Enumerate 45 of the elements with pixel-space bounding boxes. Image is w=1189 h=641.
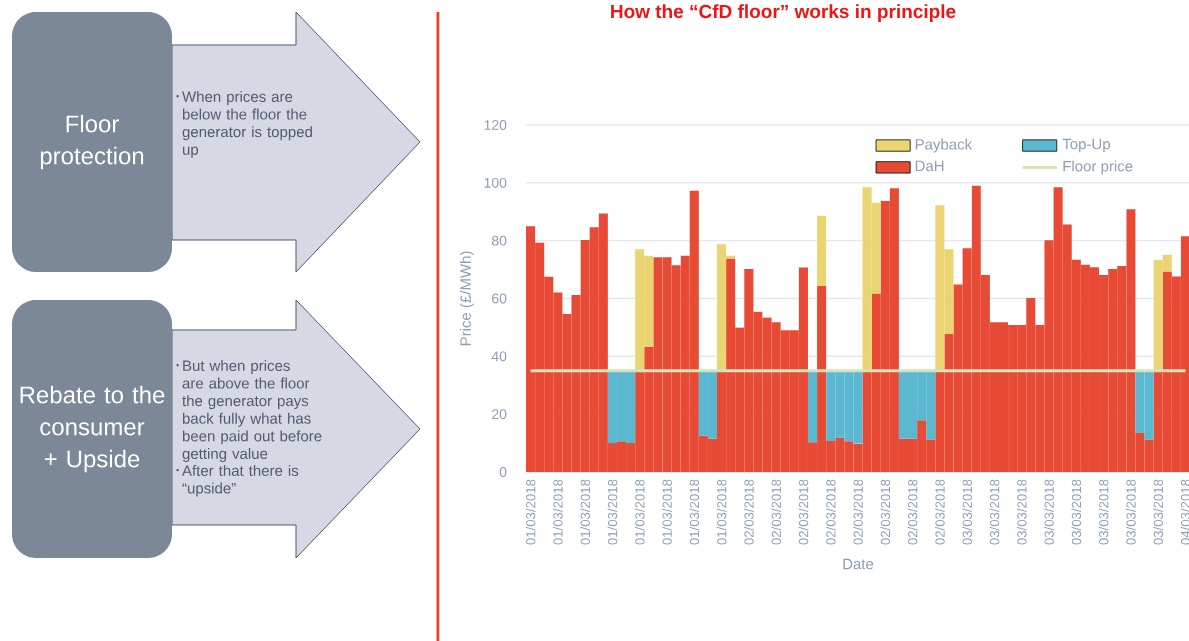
legend-label: Floor price: [1063, 160, 1133, 175]
y-tick-label: 40: [491, 351, 507, 362]
x-tick-label: 01/03/2018: [580, 479, 590, 545]
legend-label: Top-Up: [1062, 138, 1110, 153]
x-tick-label: 03/03/2018: [1126, 479, 1136, 545]
y-tick-label: 120: [484, 120, 507, 130]
text: When prices are below the floor the generator is topped up: [182, 91, 312, 158]
x-tick-label: 03/03/2018: [1071, 479, 1082, 545]
x-tick-label: 02/03/2018: [771, 479, 781, 545]
y-tick-label: 60: [492, 293, 507, 304]
y-tick-label: 100: [484, 177, 507, 188]
y-tick-label: 20: [492, 409, 507, 420]
x-tick-label: 01/03/2018: [662, 479, 672, 545]
text: Rebate to the consumer + Upside: [20, 385, 165, 473]
x-tick-label: 02/03/2018: [798, 479, 809, 545]
x-tick-label: 02/03/2018: [907, 479, 918, 545]
x-tick-label: 03/03/2018: [962, 479, 972, 545]
y-tick-label: 80: [491, 235, 507, 246]
x-tick-label: 01/03/2018: [552, 479, 563, 545]
x-tick-label: 03/03/2018: [1098, 479, 1109, 545]
x-tick-label: 01/03/2018: [716, 479, 727, 545]
legend-label: Payback: [915, 138, 973, 153]
x-tick-label: 03/03/2018: [989, 479, 1000, 545]
text: Floor protection: [40, 114, 144, 170]
y-axis-title: Price (£/MWh): [459, 251, 474, 346]
x-tick-label: 01/03/2018: [525, 479, 536, 545]
x-axis-title: Date: [843, 558, 874, 570]
y-tick-label: 0: [499, 467, 507, 477]
chart-title: How the “CfD floor” works in principle: [611, 4, 956, 22]
x-tick-label: 02/03/2018: [880, 479, 891, 545]
x-tick-label: 02/03/2018: [853, 479, 863, 545]
x-tick-label: 02/03/2018: [935, 479, 945, 545]
text: But when prices are above the floor the generator pays back fully what has been paid out before getting value: [182, 360, 322, 462]
x-tick-label: 03/03/2018: [1016, 479, 1027, 545]
bar: [817, 215, 827, 286]
bar: [807, 370, 818, 443]
x-tick-label: 01/03/2018: [689, 479, 700, 545]
x-tick-label: 02/03/2018: [744, 479, 754, 545]
x-tick-label: 03/03/2018: [1044, 479, 1054, 545]
x-tick-label: 03/03/2018: [1153, 479, 1163, 545]
legend-label: DaH: [915, 160, 944, 172]
x-tick-label: 01/03/2018: [634, 479, 645, 545]
text: After that there is “upside”: [182, 464, 299, 497]
x-tick-label: 01/03/2018: [607, 479, 618, 545]
x-tick-label: 02/03/2018: [825, 479, 836, 545]
